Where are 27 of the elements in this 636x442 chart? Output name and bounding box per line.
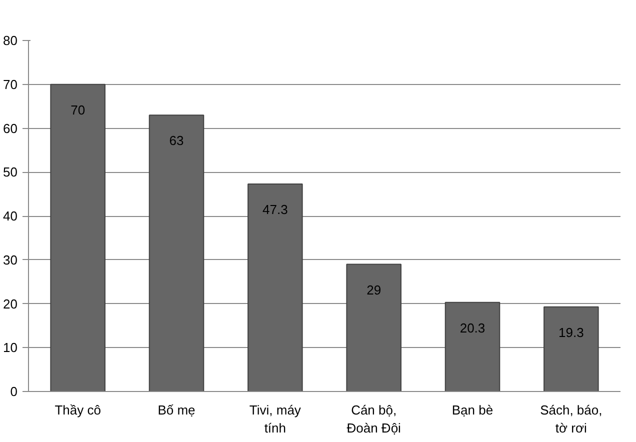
bar — [346, 264, 402, 392]
x-tick-label: Thầy cô — [54, 402, 101, 418]
y-tick-label: 30 — [3, 252, 18, 268]
x-tick-label: Tivi, máy tính — [249, 402, 302, 436]
y-tick-label: 40 — [3, 208, 18, 224]
bar — [50, 84, 106, 392]
data-label: 20.3 — [460, 320, 486, 336]
x-tick-label: Cán bộ, Đoàn Đội — [346, 402, 402, 436]
y-tick-label: 10 — [3, 340, 18, 356]
data-label: 47.3 — [262, 202, 288, 217]
data-label: 29 — [366, 282, 382, 298]
y-tick-label: 50 — [3, 164, 18, 180]
bar — [248, 183, 303, 392]
data-label: 19.3 — [558, 324, 584, 340]
data-label: 63 — [169, 133, 184, 148]
data-label: 70 — [70, 102, 86, 118]
x-tick-label: Bạn bè — [452, 402, 494, 418]
y-tick-label: 20 — [3, 296, 18, 312]
y-tick-label: 0 — [10, 384, 18, 399]
bar — [544, 306, 599, 392]
bar — [444, 302, 500, 392]
y-tick-label: 60 — [3, 120, 18, 136]
x-tick-label: Bố mẹ — [158, 402, 196, 418]
x-tick-label: Sách, báo, tờ rơi — [540, 402, 602, 436]
y-tick-label: 80 — [3, 33, 18, 48]
y-tick-label: 70 — [3, 76, 18, 92]
bar — [148, 114, 204, 392]
